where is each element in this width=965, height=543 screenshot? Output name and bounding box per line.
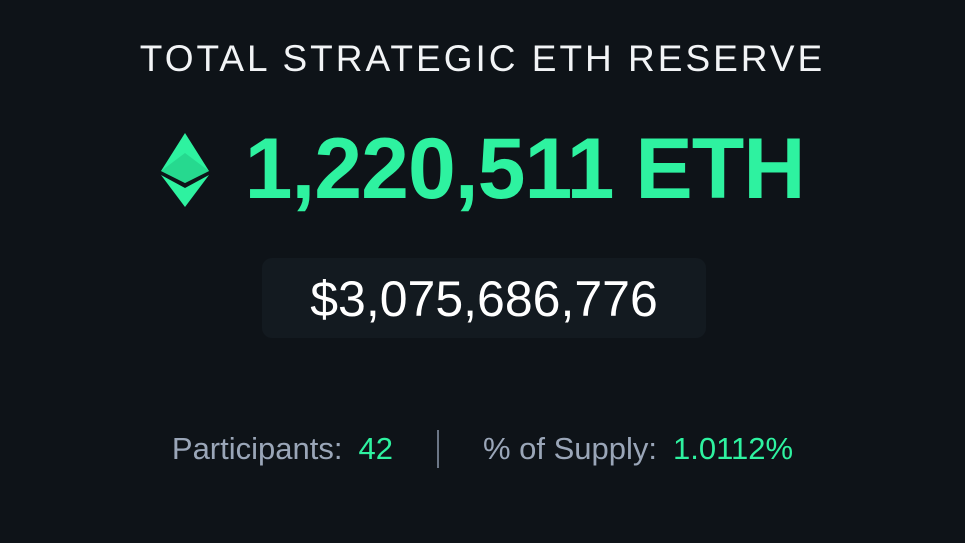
usd-value: $3,075,686,776 xyxy=(310,271,658,327)
separator xyxy=(436,430,439,468)
title: TOTAL STRATEGIC ETH RESERVE xyxy=(139,38,826,79)
stat-value: 42 xyxy=(358,431,393,466)
reserve-unit: ETH xyxy=(635,121,805,217)
usd-box xyxy=(262,258,706,338)
eth-icon xyxy=(160,132,209,207)
reserve-row: 1,220,511 ETH xyxy=(0,120,965,219)
stat-label: % of Supply: xyxy=(482,431,657,466)
stat-label: Participants: xyxy=(171,431,343,466)
stats-row: Participants: 42 % of Supply: 1.0112% xyxy=(0,430,965,468)
reserve-amount: 1,220,511 xyxy=(244,121,615,217)
stat-value: 1.0112% xyxy=(673,431,794,466)
